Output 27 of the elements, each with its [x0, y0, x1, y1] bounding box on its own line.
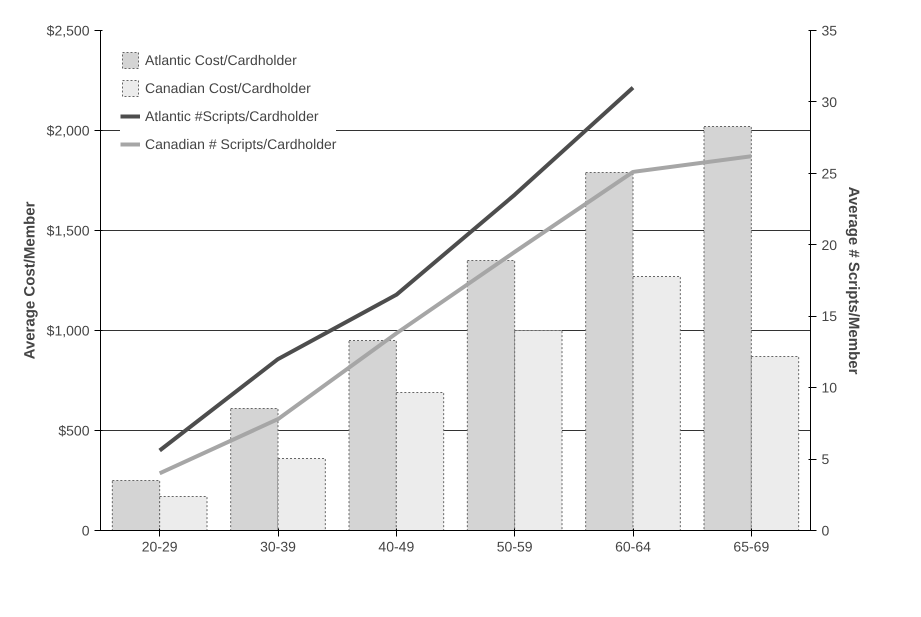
- y-tick-label: $2,500: [46, 22, 90, 38]
- y2-tick-label: 15: [822, 308, 838, 324]
- y2-tick-label: 0: [822, 522, 830, 538]
- y2-tick-label: 10: [822, 380, 838, 396]
- x-tick-label: 40-49: [378, 538, 414, 554]
- y-tick-label: $500: [58, 422, 90, 438]
- line-series: [158, 154, 754, 476]
- y2-tick-label: 25: [822, 165, 838, 182]
- legend-label: Canadian # Scripts/Cardholder: [145, 136, 336, 152]
- y2-axis-title: Average # Scripts/Member: [845, 186, 862, 375]
- legend-label: Atlantic Cost/Cardholder: [145, 52, 297, 68]
- y-tick-label: $2,000: [46, 122, 90, 138]
- y-tick-label: 0: [82, 522, 90, 538]
- y2-tick-label: 20: [822, 236, 838, 253]
- y-tick-label: $1,000: [46, 322, 90, 338]
- y2-tick-label: 35: [822, 22, 838, 38]
- x-tick-label: 30-39: [260, 538, 296, 554]
- y2-tick-label: 5: [822, 451, 830, 468]
- legend-label: Atlantic #Scripts/Cardholder: [145, 108, 319, 124]
- legend-label: Canadian Cost/Cardholder: [145, 80, 311, 96]
- y-tick-label: $1,500: [46, 222, 90, 238]
- x-tick-label: 20-29: [142, 538, 178, 554]
- y2-tick-label: 30: [822, 94, 838, 110]
- x-tick-label: 60-64: [615, 538, 652, 554]
- x-tick-label: 65-69: [733, 538, 770, 554]
- x-tick-label: 50-59: [496, 538, 533, 554]
- y-axis-title: Average Cost/Member: [22, 201, 39, 360]
